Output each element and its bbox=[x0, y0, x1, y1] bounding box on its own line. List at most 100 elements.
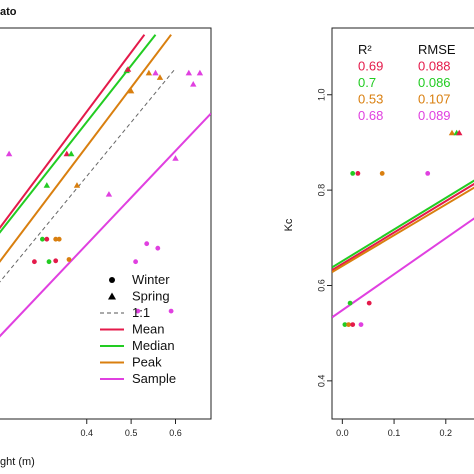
data-point-circle bbox=[53, 258, 59, 264]
y-tick-label: 0.6 bbox=[316, 279, 326, 292]
right-stats-table: R² RMSE 0.69 0.088 0.7 0.086 0.53 0.107 0.68 0.08… bbox=[358, 42, 456, 123]
y-tick-label: 0.4 bbox=[316, 375, 326, 388]
data-point-circle bbox=[144, 241, 150, 247]
data-point-triangle bbox=[156, 74, 164, 80]
data-point-circle bbox=[346, 322, 351, 327]
data-point-triangle bbox=[63, 150, 70, 157]
fit-line-median bbox=[0, 34, 157, 234]
stats-rmse-value: 0.107 bbox=[418, 92, 451, 107]
stats-r2-value: 0.68 bbox=[358, 108, 383, 123]
legend-entry-winter: Winter bbox=[109, 272, 170, 287]
right-x-ticks: 0.0 0.1 0.2 bbox=[336, 419, 452, 438]
stats-rmse-value: 0.088 bbox=[418, 59, 451, 74]
stats-header-r2: R² bbox=[358, 42, 372, 57]
data-point-circle bbox=[366, 300, 372, 306]
data-point-circle bbox=[350, 322, 356, 327]
x-tick-label: 0.0 bbox=[336, 428, 349, 438]
right-fit-lines bbox=[332, 179, 474, 319]
legend-label: Peak bbox=[132, 355, 162, 370]
data-point-circle bbox=[46, 259, 52, 265]
left-fit-lines bbox=[0, 34, 211, 338]
x-tick-label: 0.1 bbox=[388, 428, 401, 438]
data-point-circle bbox=[342, 322, 348, 327]
legend-circle-symbol bbox=[109, 277, 115, 283]
data-point-circle bbox=[379, 171, 385, 176]
x-tick-label: 0.6 bbox=[169, 428, 182, 438]
data-point-triangle bbox=[124, 66, 132, 72]
left-panel-title: ato bbox=[0, 6, 17, 18]
data-point-triangle bbox=[105, 191, 113, 197]
data-point-circle bbox=[155, 245, 161, 251]
legend-label: 1:1 bbox=[132, 305, 150, 320]
data-point-circle bbox=[347, 300, 353, 306]
data-point-circle bbox=[133, 259, 139, 265]
fit-line-sample bbox=[0, 112, 211, 338]
legend-label: Median bbox=[132, 338, 175, 353]
fit-line-mean bbox=[332, 182, 474, 272]
data-point-circle bbox=[53, 236, 59, 242]
data-point-triangle bbox=[145, 69, 153, 76]
right-y-ticks: 0.4 0.6 0.8 1.0 bbox=[316, 88, 332, 387]
fit-line-peak bbox=[332, 186, 474, 273]
stats-r2-value: 0.7 bbox=[358, 75, 376, 90]
stats-rmse-value: 0.089 bbox=[418, 108, 451, 123]
legend-entry-1-1: 1:1 bbox=[100, 305, 150, 320]
legend-entry-spring: Spring bbox=[108, 289, 170, 304]
legend-triangle-symbol bbox=[108, 292, 116, 300]
fit-line-peak bbox=[0, 34, 172, 263]
data-point-triangle bbox=[5, 150, 13, 157]
stats-rmse-value: 0.086 bbox=[418, 75, 451, 90]
stats-r2-value: 0.53 bbox=[358, 92, 383, 107]
x-tick-label: 0.4 bbox=[80, 428, 93, 438]
left-plot-frame bbox=[0, 27, 212, 420]
data-point-circle bbox=[168, 308, 174, 314]
legend-label: Sample bbox=[132, 371, 176, 386]
data-point-triangle bbox=[127, 87, 135, 94]
legend-entry-median: Median bbox=[100, 338, 175, 353]
data-point-triangle bbox=[196, 69, 204, 76]
x-tick-label: 0.5 bbox=[125, 428, 138, 438]
data-point-circle bbox=[355, 171, 361, 176]
right-data-points bbox=[342, 129, 463, 327]
x-tick-label: 0.2 bbox=[440, 428, 453, 438]
data-point-circle bbox=[135, 308, 141, 314]
data-point-triangle bbox=[68, 150, 75, 157]
data-point-circle bbox=[40, 236, 45, 242]
legend-label: Mean bbox=[132, 322, 165, 337]
legend-label: Winter bbox=[132, 272, 170, 287]
fit-line-median bbox=[332, 179, 474, 269]
legend-entry-peak: Peak bbox=[100, 355, 162, 370]
y-tick-label: 1.0 bbox=[316, 88, 326, 101]
fit-line-mean bbox=[0, 34, 146, 230]
fit-line-1-1 bbox=[0, 68, 176, 283]
data-point-circle bbox=[425, 171, 431, 176]
stats-r2-value: 0.69 bbox=[358, 59, 383, 74]
legend-entry-sample: Sample bbox=[100, 371, 176, 386]
data-point-triangle bbox=[185, 69, 193, 76]
y-tick-label: 0.8 bbox=[316, 184, 326, 197]
data-point-triangle bbox=[172, 155, 179, 161]
stats-header-rmse: RMSE bbox=[418, 42, 456, 57]
legend-entry-mean: Mean bbox=[100, 322, 165, 337]
left-data-points bbox=[5, 66, 204, 314]
legend-label: Spring bbox=[132, 289, 170, 304]
data-point-triangle bbox=[152, 69, 159, 76]
data-point-circle bbox=[350, 171, 356, 176]
data-point-circle bbox=[32, 259, 37, 265]
data-point-circle bbox=[66, 257, 72, 262]
left-x-ticks: 0.4 0.5 0.6 bbox=[80, 419, 182, 438]
data-point-triangle bbox=[43, 182, 51, 188]
right-y-axis-title: Kc bbox=[283, 218, 295, 231]
data-point-triangle bbox=[456, 129, 463, 136]
data-point-circle bbox=[56, 236, 62, 242]
right-panel: 0.0 0.1 0.2 0.4 0.6 0.8 1.0 Kc R² RMSE 0.69 0.08… bbox=[283, 27, 474, 438]
data-point-triangle bbox=[73, 182, 81, 188]
right-plot-frame bbox=[331, 27, 474, 420]
data-point-circle bbox=[358, 322, 364, 327]
fit-line-sample bbox=[332, 217, 474, 319]
left-x-axis-title: ght (m) bbox=[0, 456, 35, 468]
data-point-triangle bbox=[190, 80, 197, 87]
